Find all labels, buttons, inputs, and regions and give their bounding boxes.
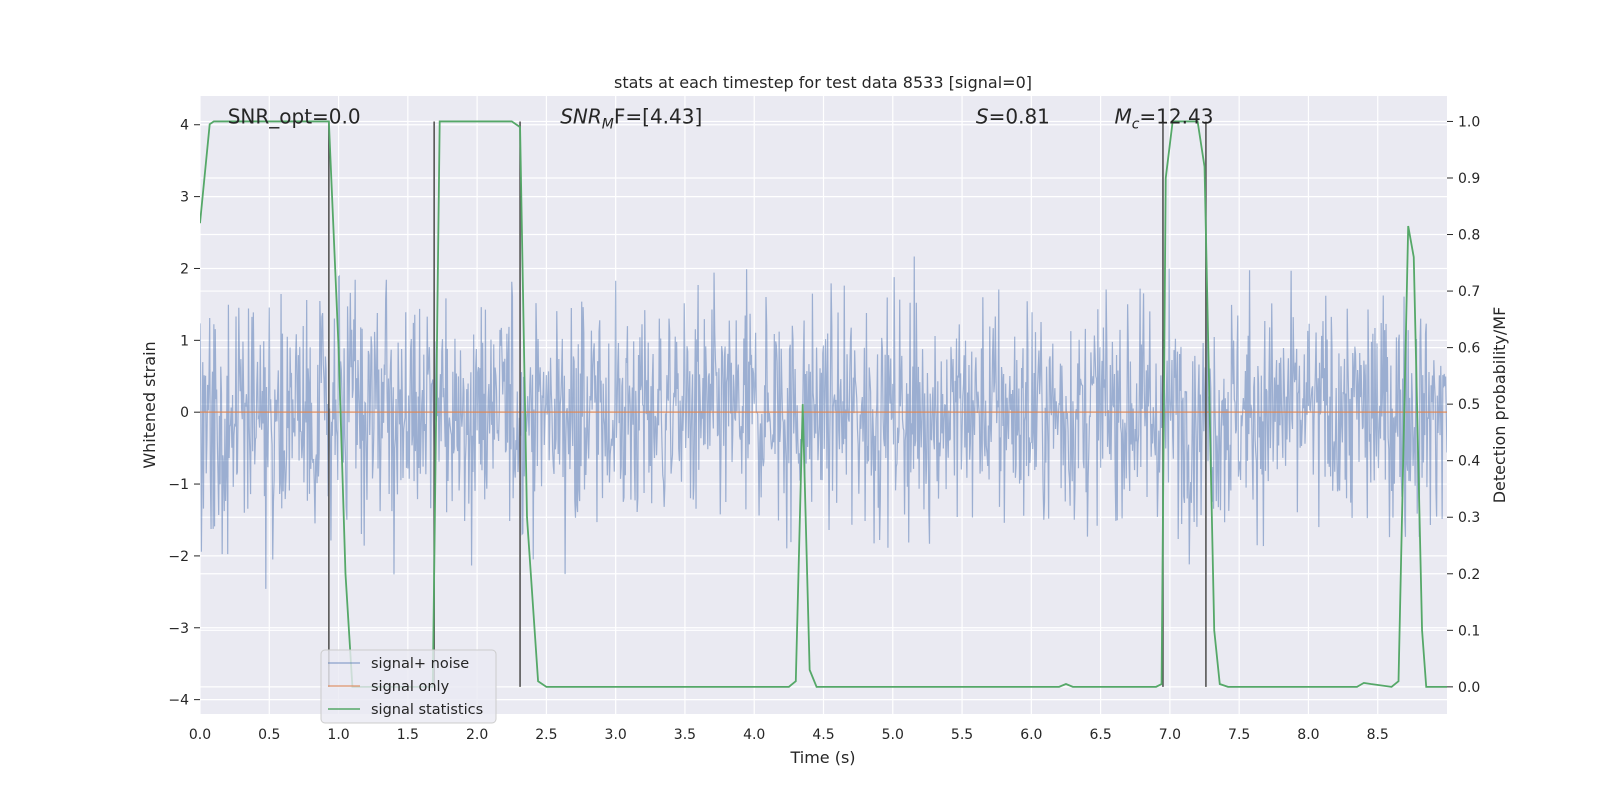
y-right-axis-label: Detection probability/MF: [1490, 307, 1509, 504]
y-left-axis-label: Whitened strain: [140, 341, 159, 468]
x-tick-label: 5.0: [882, 727, 904, 743]
y-left-tick-label: 4: [180, 118, 189, 134]
x-tick-label: 6.0: [1020, 727, 1042, 743]
y-left-axis-ticks: 4 3 2 1 0 −1 −2 −3 −4: [168, 118, 200, 709]
x-tick-label: 8.0: [1297, 727, 1319, 743]
y-left-tick-label: 0: [180, 405, 189, 421]
x-tick-label: 4.0: [743, 727, 765, 743]
x-tick-label: 2.5: [535, 727, 557, 743]
x-tick-label: 1.5: [397, 727, 419, 743]
annotations: SNR_opt=0.0 SNRMF=[4.43] S=0.81 Mc=12.43: [228, 105, 1214, 133]
chart-title: stats at each timestep for test data 853…: [614, 73, 1032, 92]
y-left-tick-label: −1: [168, 477, 189, 493]
y-right-tick-label: 1.0: [1458, 114, 1480, 130]
x-tick-label: 1.0: [327, 727, 349, 743]
y-left-tick-label: −4: [168, 693, 189, 709]
x-tick-label: 4.5: [812, 727, 834, 743]
y-right-tick-label: 0.2: [1458, 567, 1480, 583]
x-tick-label: 3.0: [605, 727, 627, 743]
x-tick-label: 8.5: [1367, 727, 1389, 743]
y-right-tick-label: 0.7: [1458, 284, 1480, 300]
y-left-tick-label: −3: [168, 621, 189, 637]
annotation-label: S=0.81: [976, 105, 1050, 129]
x-tick-label: 0.0: [189, 727, 211, 743]
y-right-tick-label: 0.6: [1458, 341, 1480, 357]
x-tick-label: 0.5: [258, 727, 280, 743]
y-left-tick-label: 2: [180, 261, 189, 277]
legend-label-signal-noise: signal+ noise: [371, 656, 469, 672]
signal-noise-line: [200, 256, 1447, 589]
y-left-tick-label: 1: [180, 333, 189, 349]
y-right-tick-label: 0.9: [1458, 171, 1480, 187]
y-left-tick-label: 3: [180, 190, 189, 206]
x-tick-label: 7.5: [1228, 727, 1250, 743]
annotation-label: Mc=12.43: [1114, 105, 1213, 133]
y-left-tick-label: −2: [168, 549, 189, 565]
x-tick-label: 7.0: [1159, 727, 1181, 743]
x-axis-ticks: 0.0 0.5 1.0 1.5 2.0 2.5 3.0 3.5 4.0 4.5 5.0 5.5 6.0 6…: [189, 727, 1389, 743]
y-right-tick-label: 0.1: [1458, 623, 1480, 639]
x-axis-label: Time (s): [789, 748, 855, 767]
y-right-tick-label: 0.4: [1458, 454, 1480, 470]
x-tick-label: 3.5: [674, 727, 696, 743]
annotation-label: SNRMF=[4.43]: [560, 105, 702, 133]
y-right-tick-label: 0.5: [1458, 397, 1480, 413]
series-signal-noise: [200, 256, 1447, 589]
y-right-axis-ticks: 1.0 0.9 0.8 0.7 0.6 0.5 0.4 0.3 0.2 0.1 0.0: [1447, 114, 1480, 696]
y-right-tick-label: 0.8: [1458, 228, 1480, 244]
legend-label-signal-only: signal only: [371, 679, 450, 695]
x-tick-label: 5.5: [951, 727, 973, 743]
legend: signal+ noise signal only signal statist…: [320, 649, 497, 724]
y-right-tick-label: 0.3: [1458, 510, 1480, 526]
x-tick-label: 6.5: [1089, 727, 1111, 743]
annotation-label: SNR_opt=0.0: [228, 105, 361, 129]
legend-box: [320, 649, 497, 724]
y-right-tick-label: 0.0: [1458, 680, 1480, 696]
legend-label-signal-statistics: signal statistics: [371, 702, 483, 718]
x-tick-label: 2.0: [466, 727, 488, 743]
